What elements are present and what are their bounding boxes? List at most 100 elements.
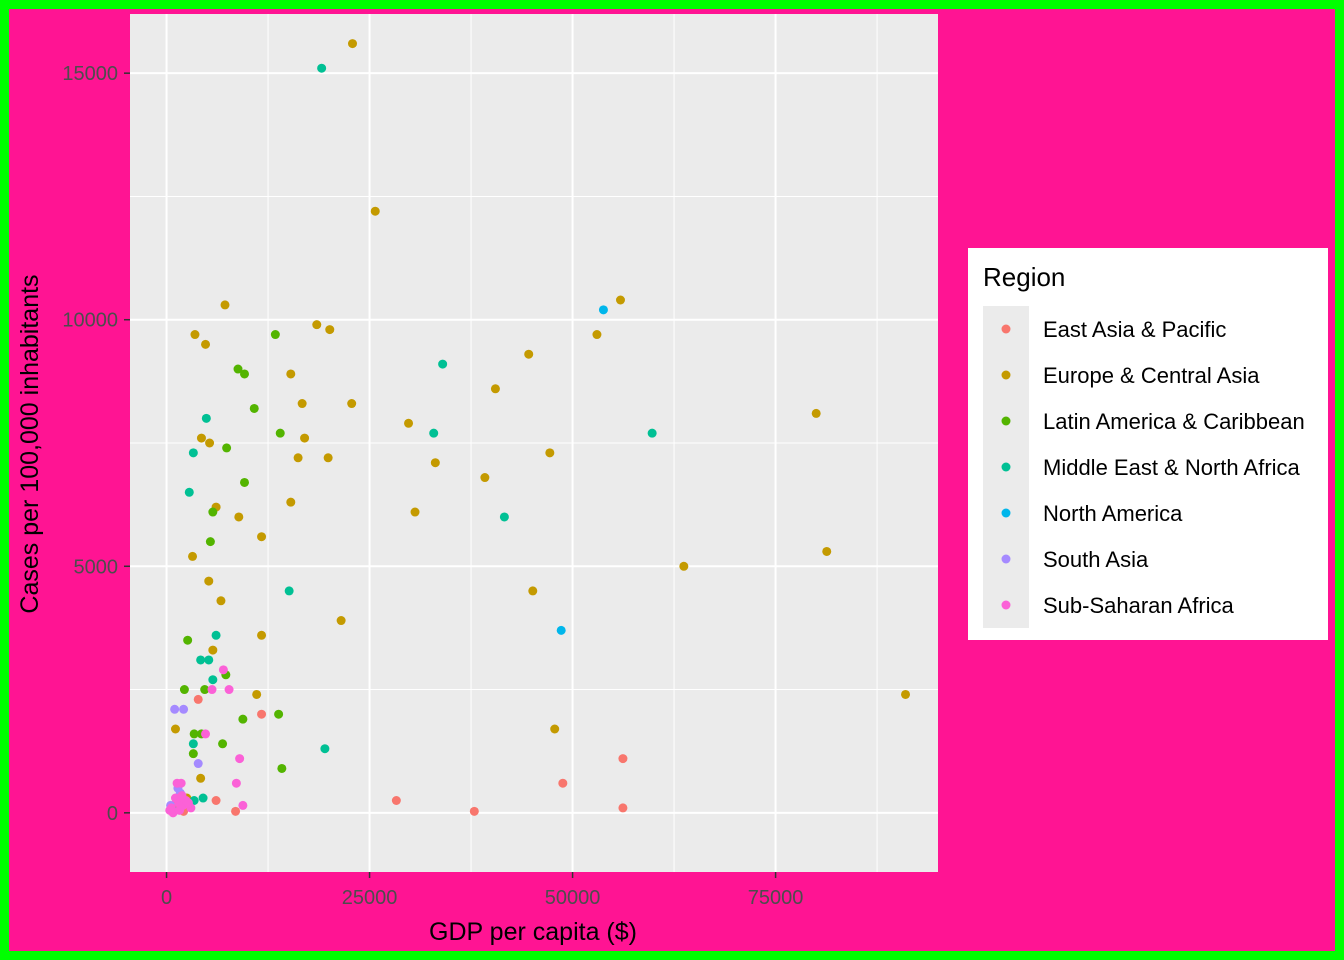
data-point [598,305,608,315]
data-point [499,512,509,522]
data-point [216,596,226,606]
data-point [550,724,560,734]
data-point [679,561,689,571]
data-point [404,418,414,428]
data-point [170,704,180,714]
data-point [193,759,203,769]
data-point [618,803,628,813]
legend-title: Region [983,262,1065,292]
data-point [438,359,448,369]
data-point [370,206,380,216]
data-point [218,739,228,749]
data-point [410,507,420,517]
data-point [274,709,284,719]
data-point [179,704,189,714]
data-point [235,754,245,764]
x-tick-label: 50000 [545,887,601,909]
legend-items: East Asia & Pacific Europe & Central Asia… [983,306,1305,628]
data-point [545,448,555,458]
x-tick-label: 0 [161,887,172,909]
data-point [528,586,538,596]
data-point [336,616,346,626]
data-point [391,796,401,805]
data-point [184,487,194,497]
data-point [240,369,250,379]
legend-label: Middle East & North Africa [1043,455,1301,480]
data-point [177,791,187,801]
legend-label: Latin America & Caribbean [1043,409,1305,434]
data-point [618,754,628,764]
data-points [165,39,911,818]
data-point [429,428,439,438]
data-point [207,685,217,695]
x-axis: 0 25000 50000 75000 [161,872,803,909]
data-point [293,453,303,463]
data-point [211,630,221,640]
data-point [901,689,911,699]
legend-key-point [1001,462,1011,472]
data-point [270,330,280,340]
data-point [615,295,625,305]
y-tick-label: 5000 [74,556,119,578]
data-point [317,63,327,73]
major-gridlines [130,14,938,872]
data-point [323,453,333,463]
data-point [222,443,232,453]
data-point [218,665,228,675]
data-point [231,806,241,816]
legend-key-point [1001,508,1011,518]
data-point [170,724,180,734]
data-point [238,714,248,724]
x-axis-title: GDP per capita ($) [429,918,637,946]
data-point [556,625,566,635]
data-point [204,576,214,586]
y-axis-title: Cases per 100,000 inhabitants [16,274,44,613]
data-point [347,399,357,409]
data-point [193,694,203,704]
data-point [189,729,199,739]
data-point [277,763,287,773]
legend-label: Europe & Central Asia [1043,363,1260,388]
data-point [297,399,307,409]
data-point [558,778,568,788]
data-point [257,709,267,719]
data-point [188,739,198,749]
data-point [647,428,657,438]
data-point [183,798,193,808]
legend-key-point [1001,370,1011,380]
data-point [205,438,215,448]
data-point [430,458,440,468]
legend-label: Sub-Saharan Africa [1043,593,1235,618]
legend-label: North America [1043,501,1183,526]
legend-label: East Asia & Pacific [1043,317,1226,342]
data-point [822,546,832,556]
data-point [320,744,330,754]
data-point [188,448,198,458]
data-point [252,689,262,699]
data-point [201,339,211,349]
data-point [300,433,310,443]
y-tick-label: 0 [107,803,118,825]
data-point [231,778,241,788]
data-point [249,403,259,413]
data-point [312,320,322,330]
data-point [208,507,218,517]
legend-key-point [1001,554,1011,564]
data-point [469,806,479,816]
data-point [196,773,206,783]
data-point [188,551,198,561]
data-point [284,586,294,596]
legend-label: South Asia [1043,547,1149,572]
data-point [196,655,206,665]
data-point [176,778,186,788]
y-tick-label: 15000 [62,63,118,85]
data-point [238,800,248,810]
data-point [240,477,250,487]
data-point [208,675,218,685]
data-point [286,369,296,379]
data-point [490,384,500,394]
legend-key-point [1001,416,1011,426]
data-point [179,685,189,695]
